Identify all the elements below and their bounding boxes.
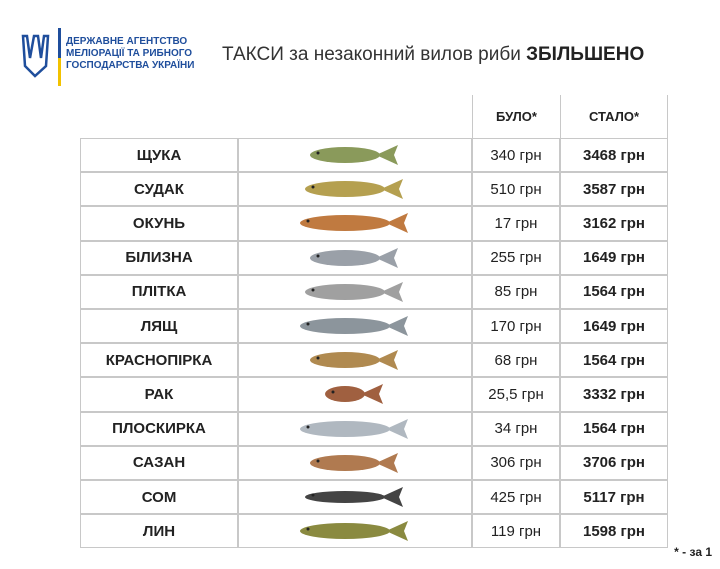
fish-image xyxy=(238,309,472,344)
fish-image xyxy=(238,138,472,173)
agency-line: ГОСПОДАРСТВА УКРАЇНИ xyxy=(66,60,195,71)
new-price: 3162 грн xyxy=(560,206,668,241)
fish-image xyxy=(238,206,472,241)
old-price: 25,5 грн xyxy=(472,377,560,412)
fish-icon xyxy=(310,145,398,166)
new-price: 1598 грн xyxy=(560,514,668,549)
fish-image xyxy=(238,343,472,378)
old-price: 68 грн xyxy=(472,343,560,378)
new-price: 3332 грн xyxy=(560,377,668,412)
fish-icon xyxy=(305,179,403,200)
new-price: 1649 грн xyxy=(560,309,668,344)
fish-image xyxy=(238,411,472,446)
fish-name: ЩУКА xyxy=(80,138,238,173)
fish-image xyxy=(238,445,472,480)
old-price: 425 грн xyxy=(472,480,560,515)
fish-icon xyxy=(300,418,408,439)
new-price: 1649 грн xyxy=(560,240,668,275)
old-price: 119 грн xyxy=(472,514,560,549)
old-price: 510 грн xyxy=(472,172,560,207)
fish-icon xyxy=(300,213,408,234)
title: ТАКСИ за незаконний вилов риби ЗБІЛЬШЕНО xyxy=(222,44,644,66)
new-price: 3587 грн xyxy=(560,172,668,207)
new-price: 3706 грн xyxy=(560,445,668,480)
fish-name: СУДАК xyxy=(80,172,238,207)
fish-icon xyxy=(300,521,408,542)
new-price: 1564 грн xyxy=(560,411,668,446)
fish-name: ЛЯЩ xyxy=(80,309,238,344)
fish-image xyxy=(238,274,472,309)
agency-line: ДЕРЖАВНЕ АГЕНТСТВО xyxy=(66,36,188,47)
logo xyxy=(21,28,61,86)
old-price: 34 грн xyxy=(472,411,560,446)
fish-name: ОКУНЬ xyxy=(80,206,238,241)
title-text: ТАКСИ за незаконний вилов риби xyxy=(222,44,521,65)
column-header: СТАЛО* xyxy=(560,95,668,138)
new-price: 3468 грн xyxy=(560,138,668,173)
fish-image xyxy=(238,240,472,275)
fish-name: КРАСНОПІРКА xyxy=(80,343,238,378)
old-price: 17 грн xyxy=(472,206,560,241)
fish-icon xyxy=(300,316,408,337)
fish-icon xyxy=(310,350,398,371)
fish-image xyxy=(238,172,472,207)
old-price: 306 грн xyxy=(472,445,560,480)
old-price: 340 грн xyxy=(472,138,560,173)
fish-image xyxy=(238,377,472,412)
fish-icon xyxy=(310,452,398,473)
fish-icon xyxy=(305,487,403,508)
fish-icon xyxy=(310,247,398,268)
fish-name: СОМ xyxy=(80,480,238,515)
fish-name: ПЛОСКИРКА xyxy=(80,411,238,446)
fish-icon xyxy=(325,384,383,405)
new-price: 5117 грн xyxy=(560,480,668,515)
fish-name: БІЛИЗНА xyxy=(80,240,238,275)
new-price: 1564 грн xyxy=(560,274,668,309)
fish-image xyxy=(238,480,472,515)
fish-name: ПЛІТКА xyxy=(80,274,238,309)
fish-icon xyxy=(305,281,403,302)
new-price: 1564 грн xyxy=(560,343,668,378)
fish-image xyxy=(238,514,472,549)
old-price: 85 грн xyxy=(472,274,560,309)
fish-name: ЛИН xyxy=(80,514,238,549)
title-emphasis: ЗБІЛЬШЕНО xyxy=(526,44,645,65)
column-header: БУЛО* xyxy=(472,95,560,138)
old-price: 170 грн xyxy=(472,309,560,344)
old-price: 255 грн xyxy=(472,240,560,275)
agency-line: МЕЛІОРАЦІЇ ТА РИБНОГО xyxy=(66,48,193,59)
fish-name: РАК xyxy=(80,377,238,412)
agency-name: ДЕРЖАВНЕ АГЕНТСТВО МЕЛІОРАЦІЇ ТА РИБНОГО… xyxy=(66,36,194,72)
footnote: * - за 1 xyxy=(674,545,712,559)
fish-name: САЗАН xyxy=(80,445,238,480)
